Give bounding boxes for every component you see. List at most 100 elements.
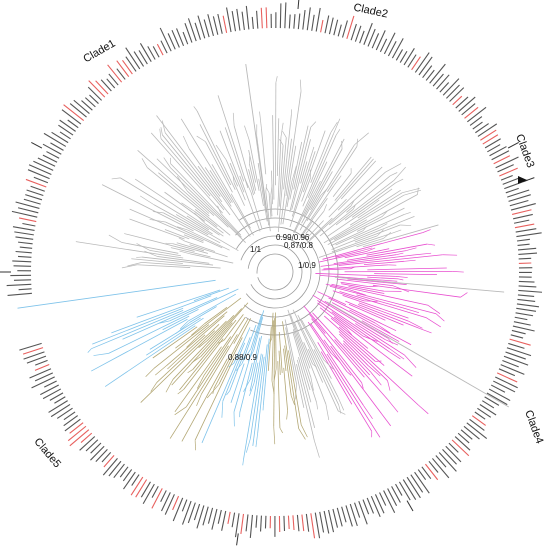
tip-label-mark — [19, 289, 32, 290]
tip-label-mark — [13, 227, 35, 231]
tip-label-mark — [70, 423, 83, 434]
tip-label-mark — [303, 10, 305, 30]
tip-label-mark — [157, 44, 163, 55]
backbone-arc — [239, 209, 338, 335]
tip-label-mark — [452, 440, 469, 456]
tree-twig — [207, 384, 219, 398]
tip-label-mark — [490, 147, 507, 156]
tip-label-mark — [232, 513, 234, 528]
tip-label-mark — [114, 464, 125, 478]
tree-twig — [364, 301, 377, 302]
tip-label-mark — [43, 389, 61, 399]
tree-branch — [275, 312, 276, 368]
tip-label-mark — [52, 132, 69, 142]
tree-branch — [278, 361, 280, 428]
tip-label-mark — [101, 80, 111, 91]
tip-label-mark — [485, 139, 501, 148]
tree-branch — [277, 118, 278, 176]
tip-label-mark — [501, 175, 513, 180]
tree-twig — [266, 187, 269, 193]
tip-label-mark — [403, 480, 415, 500]
tree-twig — [404, 260, 416, 261]
tip-label-mark — [478, 124, 497, 137]
tip-label-mark — [18, 256, 31, 257]
tip-label-mark — [20, 247, 32, 248]
tip-label-mark — [126, 57, 136, 72]
tip-label-mark — [19, 218, 36, 222]
tip-label-mark — [517, 304, 539, 307]
tip-label-mark — [131, 477, 143, 495]
tip-label-mark — [204, 19, 209, 37]
tree-branch — [327, 354, 380, 437]
tree-branch — [154, 325, 209, 369]
tip-label-mark — [122, 60, 132, 74]
tree-branch — [130, 209, 204, 241]
tip-label-mark — [285, 2, 286, 28]
tip-label-mark — [256, 515, 257, 527]
tip-label-mark — [514, 220, 529, 223]
tip-label-mark — [34, 177, 48, 183]
tree-twig — [386, 164, 402, 172]
tip-label-mark — [360, 31, 365, 43]
tip-label-mark — [195, 23, 200, 40]
tip-label-mark — [487, 393, 507, 405]
tree-twig — [406, 248, 416, 251]
tip-label-mark — [32, 377, 55, 388]
tree-twig — [419, 328, 432, 333]
tree-branch — [329, 199, 347, 217]
tree-twig — [388, 399, 398, 412]
tip-label-mark — [7, 284, 32, 285]
tip-label-mark — [501, 365, 525, 375]
tip-label-mark — [30, 369, 51, 378]
tip-label-mark — [49, 401, 68, 413]
tip-label-mark — [518, 290, 542, 292]
tree-twig — [279, 139, 283, 145]
tip-label-mark — [511, 335, 523, 338]
tip-label-mark — [376, 30, 385, 50]
tree-branch — [153, 327, 197, 358]
tip-label-mark — [411, 475, 423, 493]
tree-branch — [339, 334, 387, 381]
tree-twig — [402, 188, 419, 192]
tip-label-mark — [208, 508, 212, 524]
tip-label-mark — [467, 107, 486, 122]
tree-twig — [311, 122, 316, 128]
tip-label-mark — [162, 492, 171, 511]
tip-label-mark — [329, 18, 333, 35]
tip-label-mark — [489, 389, 510, 401]
tip-label-mark — [380, 39, 386, 52]
tip-label-mark — [232, 11, 235, 31]
tree-branch — [161, 139, 210, 196]
tree-twig — [314, 440, 319, 457]
tip-label-mark — [8, 293, 32, 295]
tip-label-mark — [311, 513, 315, 538]
tip-label-mark — [250, 515, 252, 538]
tip-label-mark — [161, 490, 167, 501]
arrow-marker — [518, 176, 527, 184]
tree-branch — [282, 321, 298, 428]
tree-branch — [367, 244, 428, 255]
tip-label-mark — [218, 14, 222, 34]
tip-label-mark — [12, 261, 31, 262]
tree-twig — [287, 410, 288, 419]
tip-label-mark — [62, 110, 81, 124]
tip-label-mark — [307, 7, 310, 30]
tip-label-mark — [355, 503, 360, 518]
tip-label-mark — [35, 360, 47, 365]
tree-twig — [175, 407, 187, 415]
tip-label-mark — [433, 74, 443, 86]
tip-label-mark — [173, 498, 182, 521]
tip-label-mark — [496, 157, 519, 168]
tip-label-mark — [446, 446, 461, 462]
tip-label-mark — [320, 512, 324, 533]
tree-twig — [324, 204, 327, 211]
tree-twig — [357, 139, 358, 147]
tip-label-mark — [493, 381, 515, 392]
tree-twig — [396, 276, 408, 277]
tip-label-mark — [464, 426, 480, 439]
tip-label-mark — [302, 515, 304, 531]
tip-label-mark — [284, 516, 285, 531]
tree-branch — [367, 277, 398, 279]
tree-branch — [326, 284, 350, 290]
tree-twig — [301, 425, 307, 437]
